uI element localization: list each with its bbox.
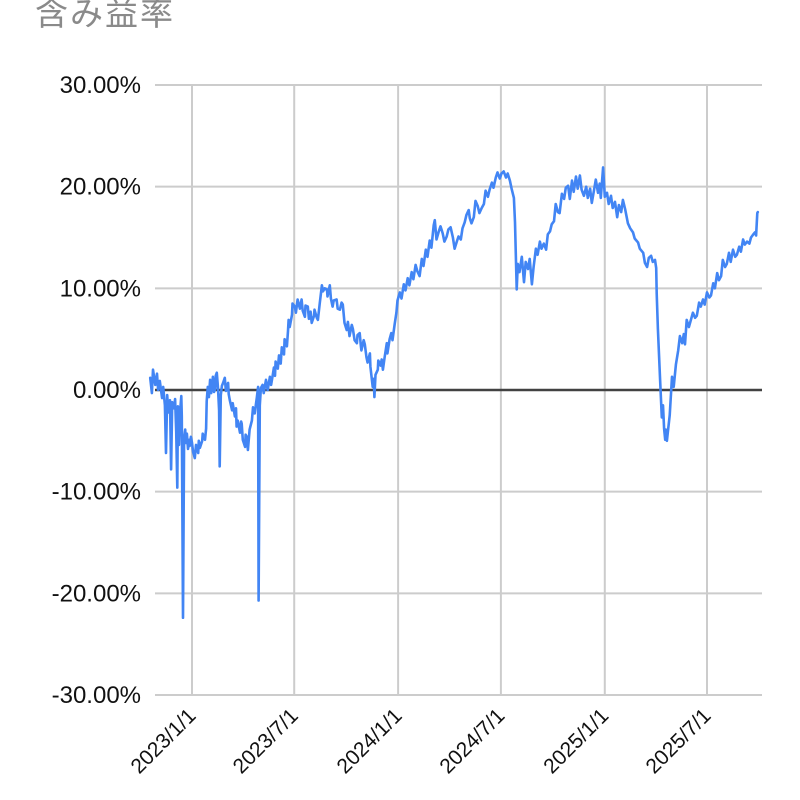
x-axis-tick-label: 2024/1/1 <box>333 704 407 778</box>
y-axis-tick-label: -30.00% <box>52 682 141 709</box>
y-axis-tick-label: 20.00% <box>60 174 141 201</box>
y-axis-tick-label: 30.00% <box>60 72 141 99</box>
x-axis-tick-label: 2023/7/1 <box>229 704 303 778</box>
x-axis-tick-label: 2025/7/1 <box>641 704 715 778</box>
y-axis-tick-label: 10.00% <box>60 275 141 302</box>
x-axis-tick-label: 2023/1/1 <box>126 704 200 778</box>
axis-labels-layer: 30.00% 20.00% 10.00% 0.00% -10.00% -20.00% -30… <box>52 72 716 778</box>
series-line <box>148 166 760 620</box>
y-axis-tick-label: 0.00% <box>73 377 141 404</box>
y-axis-tick-label: -10.00% <box>52 479 141 506</box>
y-axis-tick-label: -20.00% <box>52 580 141 607</box>
chart-title: 含み益率 <box>35 0 175 32</box>
x-axis-tick-label: 2025/1/1 <box>539 704 613 778</box>
x-axis-tick-label: 2024/7/1 <box>435 704 509 778</box>
